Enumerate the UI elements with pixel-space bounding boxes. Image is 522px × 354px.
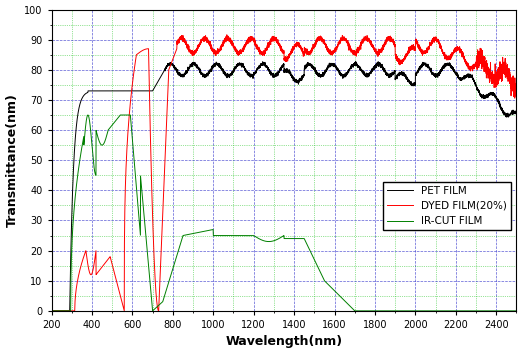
Line: IR-CUT FILM: IR-CUT FILM [52,115,516,311]
PET FILM [226,73,232,77]
Line: DYED FILM(20%): DYED FILM(20%) [52,35,516,311]
PET FILM [352,59,359,64]
IR-CUT FILM [226,233,232,238]
DYED FILM(20%) [395,58,401,62]
PET FILM [133,89,139,93]
PET FILM [513,112,519,116]
IR-CUT FILM [133,181,139,185]
PET FILM [49,309,55,313]
X-axis label: Wavelength(nm): Wavelength(nm) [226,336,342,348]
Legend: PET FILM, DYED FILM(20%), IR-CUT FILM: PET FILM, DYED FILM(20%), IR-CUT FILM [383,182,511,230]
PET FILM [431,73,437,77]
DYED FILM(20%) [327,49,334,53]
IR-CUT FILM [117,113,123,117]
Line: PET FILM: PET FILM [52,62,516,311]
IR-CUT FILM [351,308,357,312]
DYED FILM(20%) [351,49,357,53]
DYED FILM(20%) [49,309,55,313]
IR-CUT FILM [513,309,519,313]
IR-CUT FILM [395,309,401,313]
DYED FILM(20%) [431,37,437,41]
DYED FILM(20%) [133,56,139,60]
Y-axis label: Transmittance(nm): Transmittance(nm) [6,93,19,227]
DYED FILM(20%) [224,33,230,37]
IR-CUT FILM [49,309,55,313]
DYED FILM(20%) [226,36,232,41]
IR-CUT FILM [431,309,437,313]
PET FILM [395,72,401,76]
PET FILM [327,62,334,66]
PET FILM [351,63,357,67]
DYED FILM(20%) [513,89,519,93]
IR-CUT FILM [327,285,334,289]
